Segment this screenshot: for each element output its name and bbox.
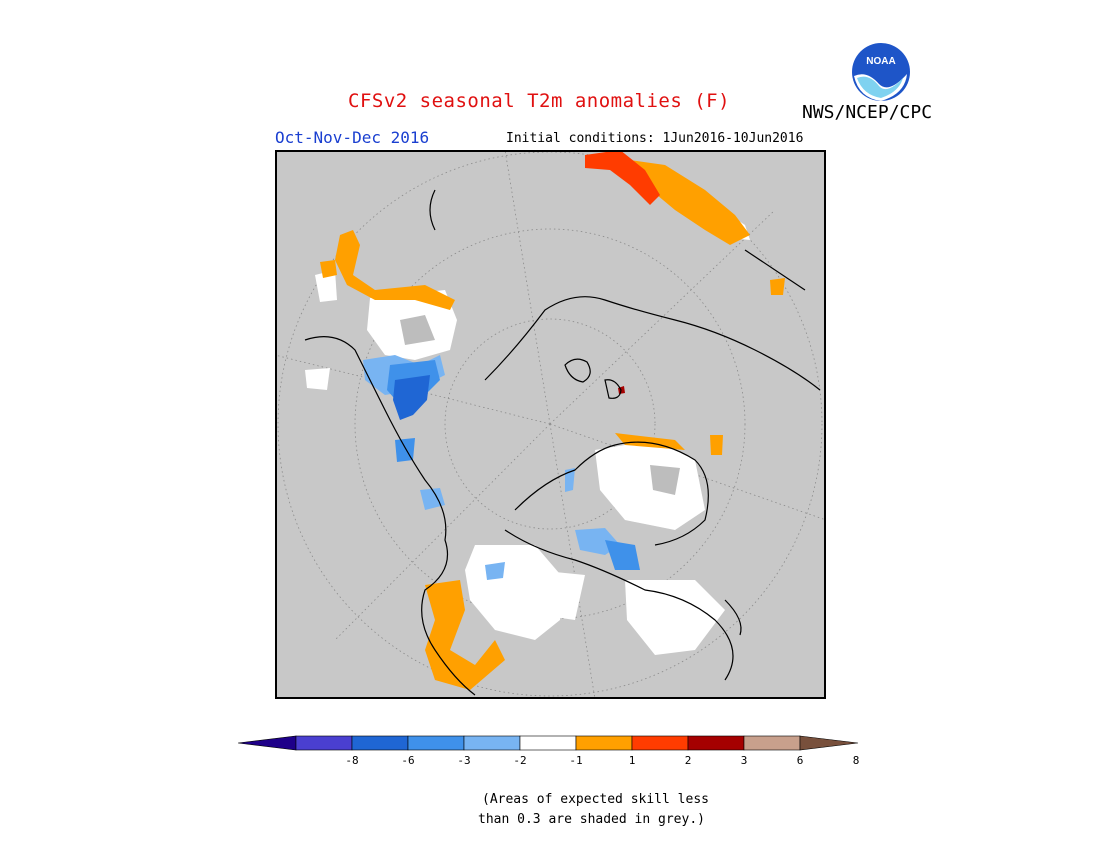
coastlines	[304, 189, 821, 696]
colorbar	[237, 733, 862, 753]
colorbar-tick-label: 8	[852, 754, 860, 767]
logo-text: NOAA	[866, 56, 895, 67]
colorbar-swatch	[463, 735, 521, 751]
footnote-line-1: (Areas of expected skill less	[482, 792, 709, 807]
anomaly-map	[274, 149, 827, 700]
colorbar-tick-label: -1	[569, 754, 583, 767]
strong-warm-regions	[585, 150, 660, 205]
agency-label: NWS/NCEP/CPC	[802, 102, 933, 123]
initial-conditions-label: Initial conditions: 1Jun2016-10Jun2016	[506, 131, 804, 146]
footnote-line-2: than 0.3 are shaded in grey.)	[478, 812, 705, 827]
chart-title: CFSv2 seasonal T2m anomalies (F)	[348, 90, 731, 112]
colorbar-tick-label: 6	[796, 754, 804, 767]
no-skill-patches	[400, 315, 680, 495]
strong-cold-regions	[393, 375, 430, 420]
warm-regions	[320, 160, 785, 690]
colorbar-swatch	[743, 735, 801, 751]
noaa-logo-icon: NOAA	[849, 40, 913, 104]
colorbar-swatch	[687, 735, 745, 751]
colorbar-tick-label: 2	[684, 754, 692, 767]
colorbar-swatch	[631, 735, 689, 751]
colorbar-arrow-high	[799, 735, 859, 751]
colorbar-tick-label: -2	[513, 754, 527, 767]
colorbar-swatch	[351, 735, 409, 751]
map-frame	[275, 150, 826, 699]
colorbar-tick-label: -8	[345, 754, 359, 767]
colorbar-swatch	[575, 735, 633, 751]
colorbar-arrow-low	[237, 735, 297, 751]
colorbar-ticks: -8 -6 -3 -2 -1 1 2 3 6 8	[238, 752, 862, 772]
colorbar-tick-label: -3	[457, 754, 471, 767]
colorbar-swatch	[295, 735, 353, 751]
colorbar-tick-label: 1	[628, 754, 636, 767]
colorbar-tick-label: 3	[740, 754, 748, 767]
colorbar-swatch	[519, 735, 577, 751]
season-label: Oct-Nov-Dec 2016	[275, 128, 430, 147]
colorbar-swatch	[407, 735, 465, 751]
colorbar-tick-label: -6	[401, 754, 415, 767]
meridian-lines	[274, 149, 827, 700]
